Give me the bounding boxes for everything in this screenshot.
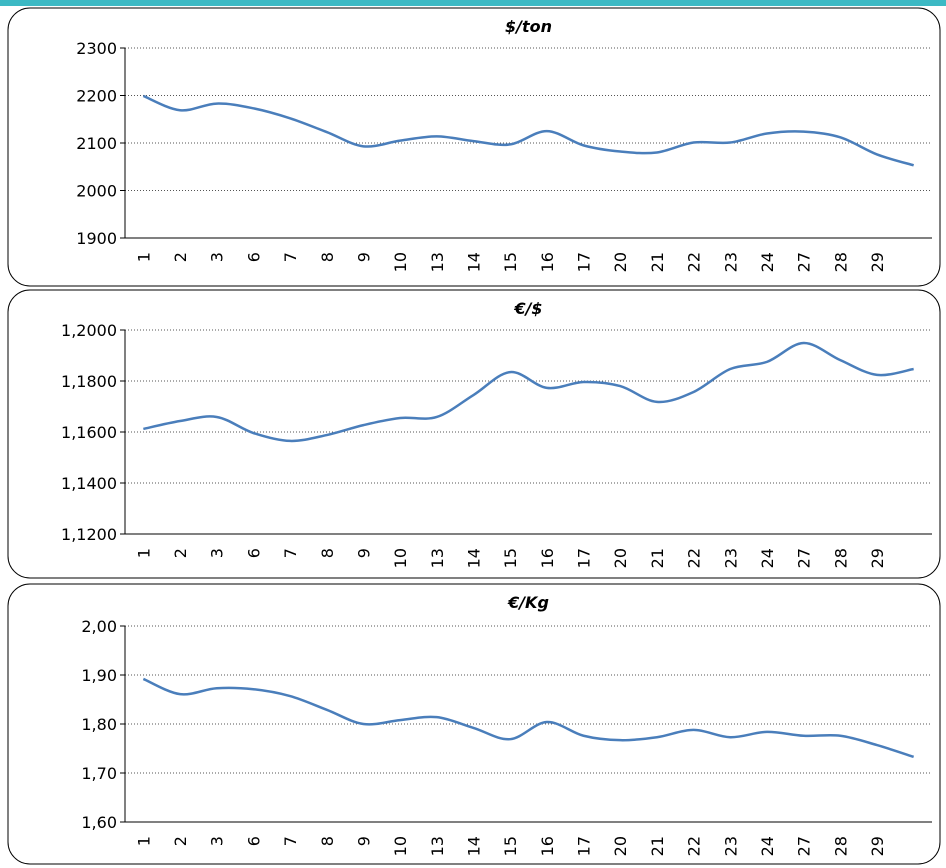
x-tick-label: 23 bbox=[721, 836, 740, 856]
x-tick-label: 2 bbox=[171, 252, 190, 262]
x-tick-label: 28 bbox=[831, 252, 850, 272]
x-tick-label: 1 bbox=[134, 548, 153, 558]
x-tick-label: 3 bbox=[208, 836, 227, 846]
x-tick-label: 28 bbox=[831, 836, 850, 856]
x-tick-label: 27 bbox=[795, 252, 814, 272]
x-tick-label: 28 bbox=[831, 548, 850, 568]
x-tick-label: 20 bbox=[611, 252, 630, 272]
x-tick-label: 15 bbox=[501, 836, 520, 856]
x-tick-label: 8 bbox=[318, 836, 337, 846]
x-tick-label: 27 bbox=[795, 548, 814, 568]
x-tick-label: 16 bbox=[538, 252, 557, 272]
x-tick-label: 29 bbox=[868, 252, 887, 272]
x-tick-label: 23 bbox=[721, 252, 740, 272]
y-tick-label: 1,90 bbox=[81, 666, 117, 685]
x-tick-label: 20 bbox=[611, 548, 630, 568]
x-tick-label: 24 bbox=[758, 836, 777, 856]
x-tick-label: 13 bbox=[428, 548, 447, 568]
y-tick-label: 2000 bbox=[76, 182, 117, 201]
y-tick-label: 1,1400 bbox=[61, 474, 117, 493]
x-tick-label: 9 bbox=[354, 836, 373, 846]
x-tick-label: 3 bbox=[208, 548, 227, 558]
x-tick-label: 17 bbox=[575, 252, 594, 272]
chart-title: €/Kg bbox=[507, 593, 549, 612]
y-tick-label: 1,1200 bbox=[61, 525, 117, 544]
y-tick-label: 1,70 bbox=[81, 764, 117, 783]
y-tick-label: 1,60 bbox=[81, 813, 117, 832]
line bbox=[143, 341, 914, 443]
y-tick-label: 1900 bbox=[76, 229, 117, 248]
x-tick-label: 20 bbox=[611, 836, 630, 856]
y-tick-label: 2200 bbox=[76, 87, 117, 106]
y-tick-label: 2300 bbox=[76, 39, 117, 58]
x-tick-label: 22 bbox=[685, 548, 704, 568]
x-tick-label: 8 bbox=[318, 252, 337, 262]
x-tick-label: 13 bbox=[428, 252, 447, 272]
y-tick-label: 1,1600 bbox=[61, 423, 117, 442]
x-tick-label: 16 bbox=[538, 548, 557, 568]
x-tick-label: 29 bbox=[868, 836, 887, 856]
x-tick-label: 14 bbox=[464, 548, 483, 568]
panel bbox=[7, 7, 941, 287]
x-tick-label: 2 bbox=[171, 548, 190, 558]
x-tick-label: 23 bbox=[721, 548, 740, 568]
x-tick-label: 27 bbox=[795, 836, 814, 856]
x-tick-label: 14 bbox=[464, 252, 483, 272]
x-tick-label: 7 bbox=[281, 548, 300, 558]
x-tick-label: 7 bbox=[281, 836, 300, 846]
x-tick-label: 10 bbox=[391, 548, 410, 568]
x-tick-label: 21 bbox=[648, 252, 667, 272]
x-tick-label: 10 bbox=[391, 252, 410, 272]
x-tick-label: 15 bbox=[501, 252, 520, 272]
x-tick-label: 2 bbox=[171, 836, 190, 846]
x-tick-label: 29 bbox=[868, 548, 887, 568]
y-tick-label: 2,00 bbox=[81, 617, 117, 636]
top-bar bbox=[0, 0, 946, 6]
x-tick-label: 10 bbox=[391, 836, 410, 856]
x-tick-label: 15 bbox=[501, 548, 520, 568]
panel bbox=[7, 289, 941, 579]
x-tick-label: 3 bbox=[208, 252, 227, 262]
x-tick-label: 9 bbox=[354, 548, 373, 558]
x-tick-label: 17 bbox=[575, 548, 594, 568]
x-tick-label: 6 bbox=[244, 836, 263, 846]
chart-title: $/ton bbox=[505, 17, 552, 36]
x-tick-label: 17 bbox=[575, 836, 594, 856]
x-tick-label: 1 bbox=[134, 252, 153, 262]
line bbox=[142, 94, 915, 167]
y-tick-label: 1,80 bbox=[81, 715, 117, 734]
x-tick-label: 21 bbox=[648, 548, 667, 568]
x-tick-label: 24 bbox=[758, 252, 777, 272]
y-tick-label: 1,1800 bbox=[61, 372, 117, 391]
y-tick-label: 2100 bbox=[76, 134, 117, 153]
x-tick-label: 22 bbox=[685, 252, 704, 272]
x-tick-label: 21 bbox=[648, 836, 667, 856]
x-tick-label: 8 bbox=[318, 548, 337, 558]
x-tick-label: 14 bbox=[464, 836, 483, 856]
line bbox=[142, 677, 915, 759]
chart-title: €/$ bbox=[513, 299, 542, 318]
x-tick-label: 16 bbox=[538, 836, 557, 856]
x-tick-label: 13 bbox=[428, 836, 447, 856]
y-tick-label: 1,2000 bbox=[61, 321, 117, 340]
x-tick-label: 9 bbox=[354, 252, 373, 262]
x-tick-label: 6 bbox=[244, 252, 263, 262]
x-tick-label: 22 bbox=[685, 836, 704, 856]
x-tick-label: 6 bbox=[244, 548, 263, 558]
x-tick-label: 24 bbox=[758, 548, 777, 568]
x-tick-label: 1 bbox=[134, 836, 153, 846]
x-tick-label: 7 bbox=[281, 252, 300, 262]
